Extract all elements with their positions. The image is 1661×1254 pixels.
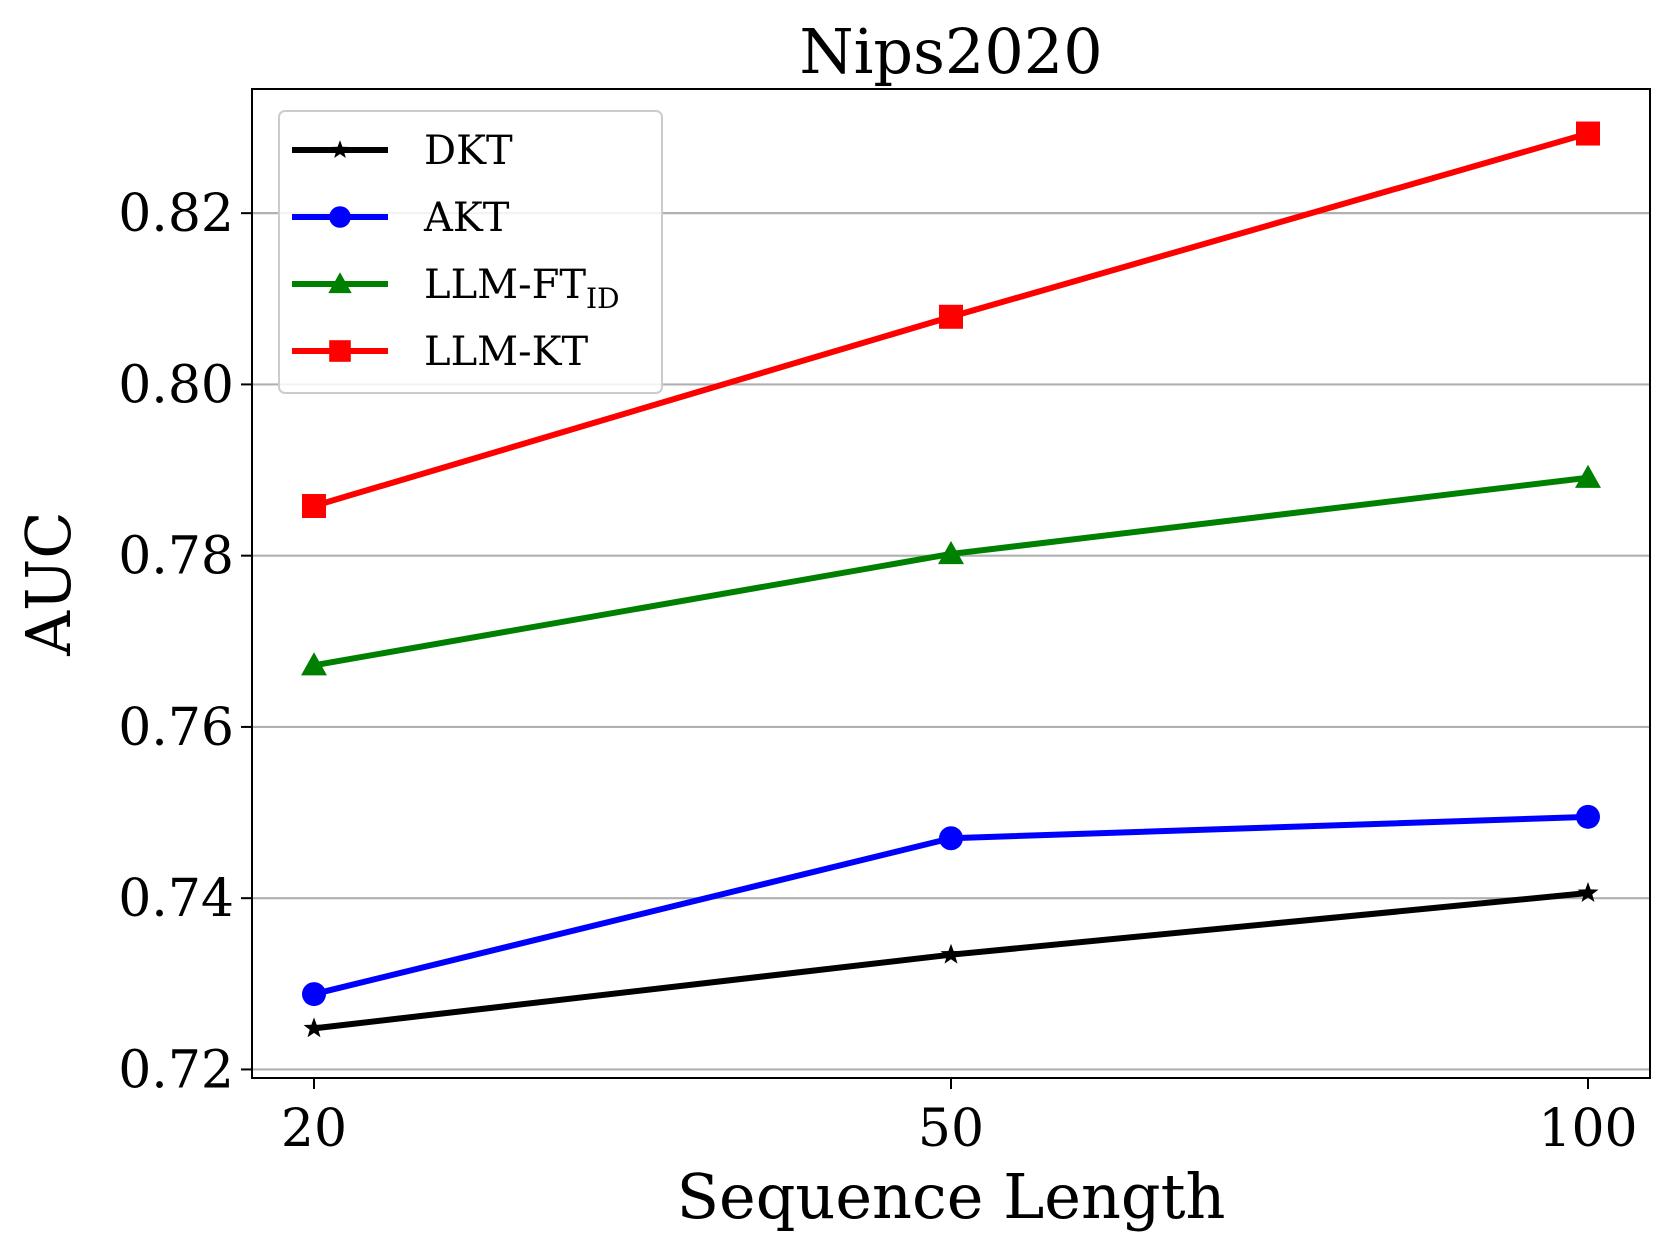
legend-box [278,110,663,394]
legend-item: LLM-KT [292,329,588,375]
y-tick-label: 0.78 [118,527,234,587]
legend-label-main: LLM-FT [424,262,586,308]
series-llm-ftid [301,464,1601,676]
x-tick-label: 50 [918,1099,984,1159]
data-point [1575,464,1601,488]
legend-label: LLM-KT [424,329,588,375]
legend-marker [328,272,352,294]
legend-label: AKT [423,195,510,241]
y-tick-label: 0.74 [118,869,234,929]
axis-ticks: 0.72 0.74 0.76 0.78 0.80 0.82 20 50 100 [118,184,1637,1159]
series-line [313,890,1589,1032]
data-point [1576,804,1600,829]
legend-label-subscript: ID [586,282,620,315]
data-point [302,494,326,519]
legend-label: DKT [424,128,513,174]
legend-label-main: AKT [423,195,510,241]
data-point [1577,882,1599,902]
data-point [1576,121,1600,146]
y-tick-label: 0.76 [118,698,234,758]
legend-label-main: LLM-KT [424,329,588,375]
legend-item: LLM-FTID [292,262,620,315]
series-akt [302,804,1600,1007]
legend-item: AKT [292,195,510,241]
legend: DKT AKT LLM-FTID LLM-KT [278,110,663,394]
series-line [313,474,1589,669]
legend-item: DKT [292,128,513,174]
data-point [939,304,963,329]
x-tick-label: 20 [281,1099,347,1159]
data-point [301,652,327,676]
chart-title: Nips2020 [799,15,1102,88]
data-point [303,1017,325,1038]
y-tick-label: 0.72 [118,1040,234,1100]
legend-marker [330,140,350,159]
y-tick-label: 0.80 [118,355,234,415]
data-point [940,943,962,964]
y-tick-label: 0.82 [118,184,234,244]
legend-marker [329,206,351,228]
x-axis-label: Sequence Length [677,1160,1226,1233]
legend-marker [329,340,351,362]
legend-label-main: DKT [424,128,513,174]
series-dkt [303,882,1599,1038]
series-llm-kt [302,121,1600,519]
x-tick-label: 100 [1538,1099,1637,1159]
legend-label: LLM-FTID [424,262,620,315]
y-axis-label: AUC [12,511,85,656]
data-point [302,982,326,1007]
data-point [938,540,964,565]
data-point [939,826,963,851]
series-lines [301,121,1601,1038]
